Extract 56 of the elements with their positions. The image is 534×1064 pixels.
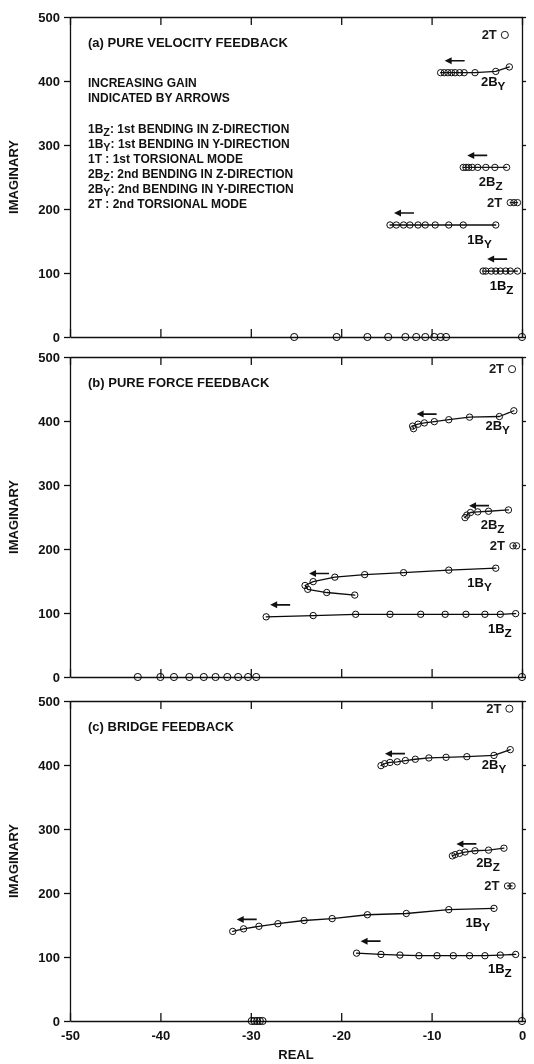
y-tick-label: 200 <box>38 885 60 901</box>
legend-label: 2T <box>484 877 500 893</box>
y-tick-label: 500 <box>38 9 60 25</box>
annotation: 1B$_{Z}$: 1st BENDING IN Z-DIRECTION <box>88 122 290 139</box>
series-label: 2T <box>481 26 497 42</box>
y-tick-label: 100 <box>38 605 60 621</box>
x-tick-label: -20 <box>332 1028 352 1044</box>
annotation: 2B$_{Y}$: 2nd BENDING IN Y-DIRECTION <box>88 182 294 199</box>
series-label: 1B$_{Z}$ <box>487 961 512 980</box>
x-tick-label: -40 <box>151 1028 171 1044</box>
y-tick-label: 100 <box>38 949 60 965</box>
text: (b) PURE FORCE FEEDBACK <box>88 375 270 390</box>
y-tick-label: 100 <box>38 265 60 281</box>
y-tick-label: 300 <box>38 477 60 493</box>
annotation: 2B$_{Z}$: 2nd BENDING IN Z-DIRECTION <box>88 167 294 184</box>
legend-label: 2T <box>489 537 506 553</box>
series-label: 2B$_{Z}$ <box>476 855 500 873</box>
x-tick-label: -10 <box>422 1028 442 1044</box>
legend-label: 2B$_{Y}$ <box>485 417 511 436</box>
legend-label: 2T <box>486 700 502 716</box>
series-label: 1B$_{Y}$ <box>467 575 492 593</box>
annotation: INCREASING GAIN INDICATED BY ARROWS <box>88 76 230 105</box>
y-tick-label: 0 <box>52 669 60 685</box>
text: (c) BRIDGE FEEDBACK <box>88 719 235 734</box>
y-tick-label: 500 <box>38 349 60 365</box>
y-axis-title: IMAGINARY <box>6 479 21 554</box>
series-label: 2B$_{Z}$ <box>480 516 505 535</box>
series-label: 1B$_{Z}$ <box>489 278 514 296</box>
series-label: 1B$_{Y}$ <box>467 232 492 250</box>
legend-label: 2T <box>488 361 505 377</box>
y-tick-label: 0 <box>52 1013 60 1029</box>
x-tick-label: -30 <box>241 1028 261 1044</box>
series-label: 1B$_{Y}$ <box>465 915 491 933</box>
y-tick-label: 300 <box>38 821 60 837</box>
annotation: 1T : 1st TORSIONAL MODE <box>88 152 243 166</box>
legend-label: 2T <box>487 194 503 210</box>
legend-label: 2B$_{Y}$ <box>481 756 507 775</box>
series-label: 2B$_{Z}$ <box>478 174 503 192</box>
y-axis-title: IMAGINARY <box>6 823 21 898</box>
text: (a) PURE VELOCITY FEEDBACK <box>88 35 289 50</box>
x-tick-label: 0 <box>518 1028 527 1044</box>
annotation: 1B$_{Y}$: 1st BENDING IN Y-DIRECTION <box>88 137 290 154</box>
y-tick-label: 200 <box>38 541 60 557</box>
legend-label: 2B$_{Y}$ <box>480 73 506 92</box>
y-tick-label: 400 <box>38 73 60 89</box>
x-axis-title: REAL <box>278 1047 314 1062</box>
y-tick-label: 300 <box>38 137 60 153</box>
y-tick-label: 400 <box>38 413 60 429</box>
y-tick-label: 0 <box>52 329 60 345</box>
x-tick-label: -50 <box>61 1028 80 1044</box>
y-axis-title: IMAGINARY <box>6 139 21 214</box>
series-label: 1B$_{Z}$ <box>487 620 512 639</box>
y-tick-label: 200 <box>38 201 60 217</box>
y-tick-label: 400 <box>38 757 60 773</box>
annotation: 2T : 2nd TORSIONAL MODE <box>88 197 247 211</box>
y-tick-label: 500 <box>38 693 60 709</box>
